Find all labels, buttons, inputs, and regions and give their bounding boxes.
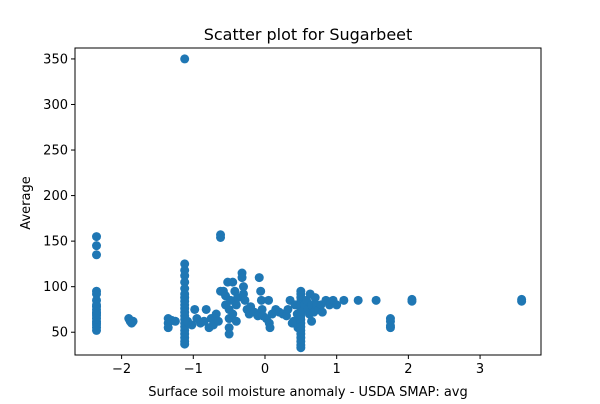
chart-title: Scatter plot for Sugarbeet [204, 25, 413, 44]
data-point [256, 286, 266, 296]
data-point [371, 295, 381, 305]
data-point [216, 232, 226, 242]
data-point [163, 323, 173, 333]
data-point [238, 282, 248, 292]
data-point [224, 329, 234, 339]
data-point [228, 309, 238, 319]
data-point [517, 296, 527, 306]
data-point [317, 307, 327, 317]
data-point [199, 316, 209, 326]
data-point [307, 316, 317, 326]
plot-frame [74, 47, 542, 356]
data-point [407, 296, 417, 306]
data-point [180, 339, 190, 349]
data-point [190, 304, 200, 314]
y-tick-label: 300 [43, 98, 68, 113]
data-point [180, 277, 190, 287]
data-point [256, 295, 266, 305]
x-tick-label: 1 [333, 362, 341, 377]
data-point [92, 232, 102, 242]
data-point [128, 316, 138, 326]
data-point [265, 323, 275, 333]
x-tick-label: −2 [112, 362, 131, 377]
data-point [92, 250, 102, 260]
y-tick-label: 150 [43, 235, 68, 250]
data-point [240, 295, 250, 305]
data-point [224, 323, 234, 333]
y-ticks: 50 100 150 200 250 300 350 [43, 52, 75, 341]
y-tick-label: 100 [43, 280, 68, 295]
data-point [385, 323, 395, 333]
data-point [231, 300, 241, 310]
data-point [254, 273, 264, 283]
data-point [170, 316, 180, 326]
y-tick-label: 200 [43, 189, 68, 204]
data-point [187, 320, 197, 330]
data-point [180, 54, 190, 64]
data-point [228, 277, 238, 287]
data-point [283, 304, 293, 314]
data-point [201, 304, 211, 314]
y-axis-label: Average [19, 176, 34, 229]
data-point [213, 316, 223, 326]
x-axis-label: Surface soil moisture anomaly - USDA SMA… [148, 385, 468, 400]
data-point [92, 289, 102, 299]
x-tick-label: −1 [184, 362, 203, 377]
data-point [180, 259, 190, 269]
x-tick-label: 0 [261, 362, 269, 377]
data-point [231, 316, 241, 326]
data-point [339, 295, 349, 305]
data-point [353, 295, 363, 305]
data-point [310, 293, 320, 303]
data-point [332, 300, 342, 310]
y-tick-label: 50 [51, 326, 68, 341]
y-tick-label: 250 [43, 144, 68, 159]
data-point [180, 271, 190, 281]
data-point [237, 273, 247, 283]
x-tick-label: 2 [404, 362, 412, 377]
points-layer [92, 54, 527, 353]
x-ticks: −2 −1 0 1 2 3 [112, 355, 484, 377]
y-tick-label: 350 [43, 52, 68, 67]
data-point [92, 325, 102, 335]
data-point [92, 241, 102, 251]
x-tick-label: 3 [476, 362, 484, 377]
data-point [296, 343, 306, 353]
data-point [264, 295, 274, 305]
data-point [211, 309, 221, 319]
